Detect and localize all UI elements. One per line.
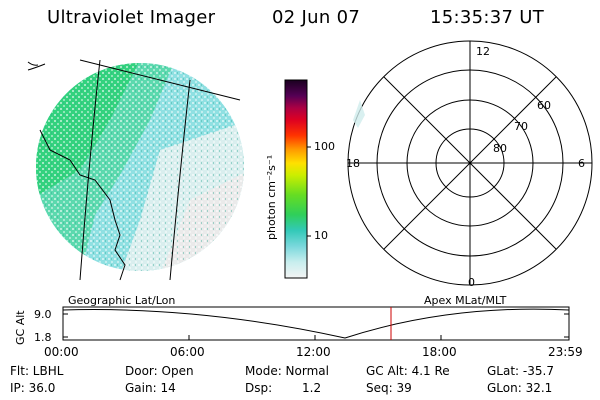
dsp-label: Dsp: (245, 381, 273, 395)
ip-status: IP: 36.0 (10, 381, 56, 395)
seq-status: Seq: 39 (366, 381, 412, 395)
mlat-label-70: 70 (514, 120, 528, 133)
mlat-label-80: 80 (493, 142, 507, 155)
timeline-ytick-top: 9.0 (34, 308, 52, 321)
gc-alt-status: GC Alt: 4.1 Re (366, 364, 450, 378)
colorbar-unit-label: photon cm⁻²s⁻¹ (265, 154, 278, 240)
timeline-ylabel: GC Alt (14, 310, 27, 345)
mlat-label-60: 60 (537, 99, 551, 112)
observation-date: 02 Jun 07 (272, 7, 361, 28)
mlt-label-18: 18 (346, 157, 360, 170)
door-status: Door: Open (125, 364, 194, 378)
polar-speckle (353, 100, 365, 128)
timeline-xtick-0: 00:00 (44, 345, 79, 359)
glat-status: GLat: -35.7 (487, 364, 554, 378)
gain-status: Gain: 14 (125, 381, 176, 395)
earth-disk-image (27, 59, 244, 281)
mlt-label-0: 0 (468, 276, 475, 289)
mlt-label-6: 6 (578, 157, 585, 170)
altitude-timeline (62, 306, 570, 341)
polar-grid (347, 40, 593, 286)
timeline-ytick-bottom: 1.8 (34, 331, 52, 344)
observation-time: 15:35:37 UT (430, 7, 545, 28)
timeline-xtick-4: 23:59 (548, 345, 583, 359)
instrument-title: Ultraviolet Imager (47, 7, 216, 28)
mode-status: Mode: Normal (245, 364, 329, 378)
glon-status: GLon: 32.1 (487, 381, 553, 395)
timeline-xtick-2: 12:00 (296, 345, 331, 359)
timeline-right-title: Apex MLat/MLT (424, 294, 507, 307)
colorbar-tick-10: 10 (314, 229, 328, 242)
timeline-xtick-1: 06:00 (170, 345, 205, 359)
timeline-xtick-3: 18:00 (422, 345, 457, 359)
timeline-left-title: Geographic Lat/Lon (68, 294, 176, 307)
mlt-label-12: 12 (476, 45, 490, 58)
colorbar-tick-100: 100 (314, 140, 335, 153)
filter-status: Flt: LBHL (10, 364, 64, 378)
colorbar (284, 79, 311, 279)
dsp-value: 1.2 (302, 381, 322, 395)
